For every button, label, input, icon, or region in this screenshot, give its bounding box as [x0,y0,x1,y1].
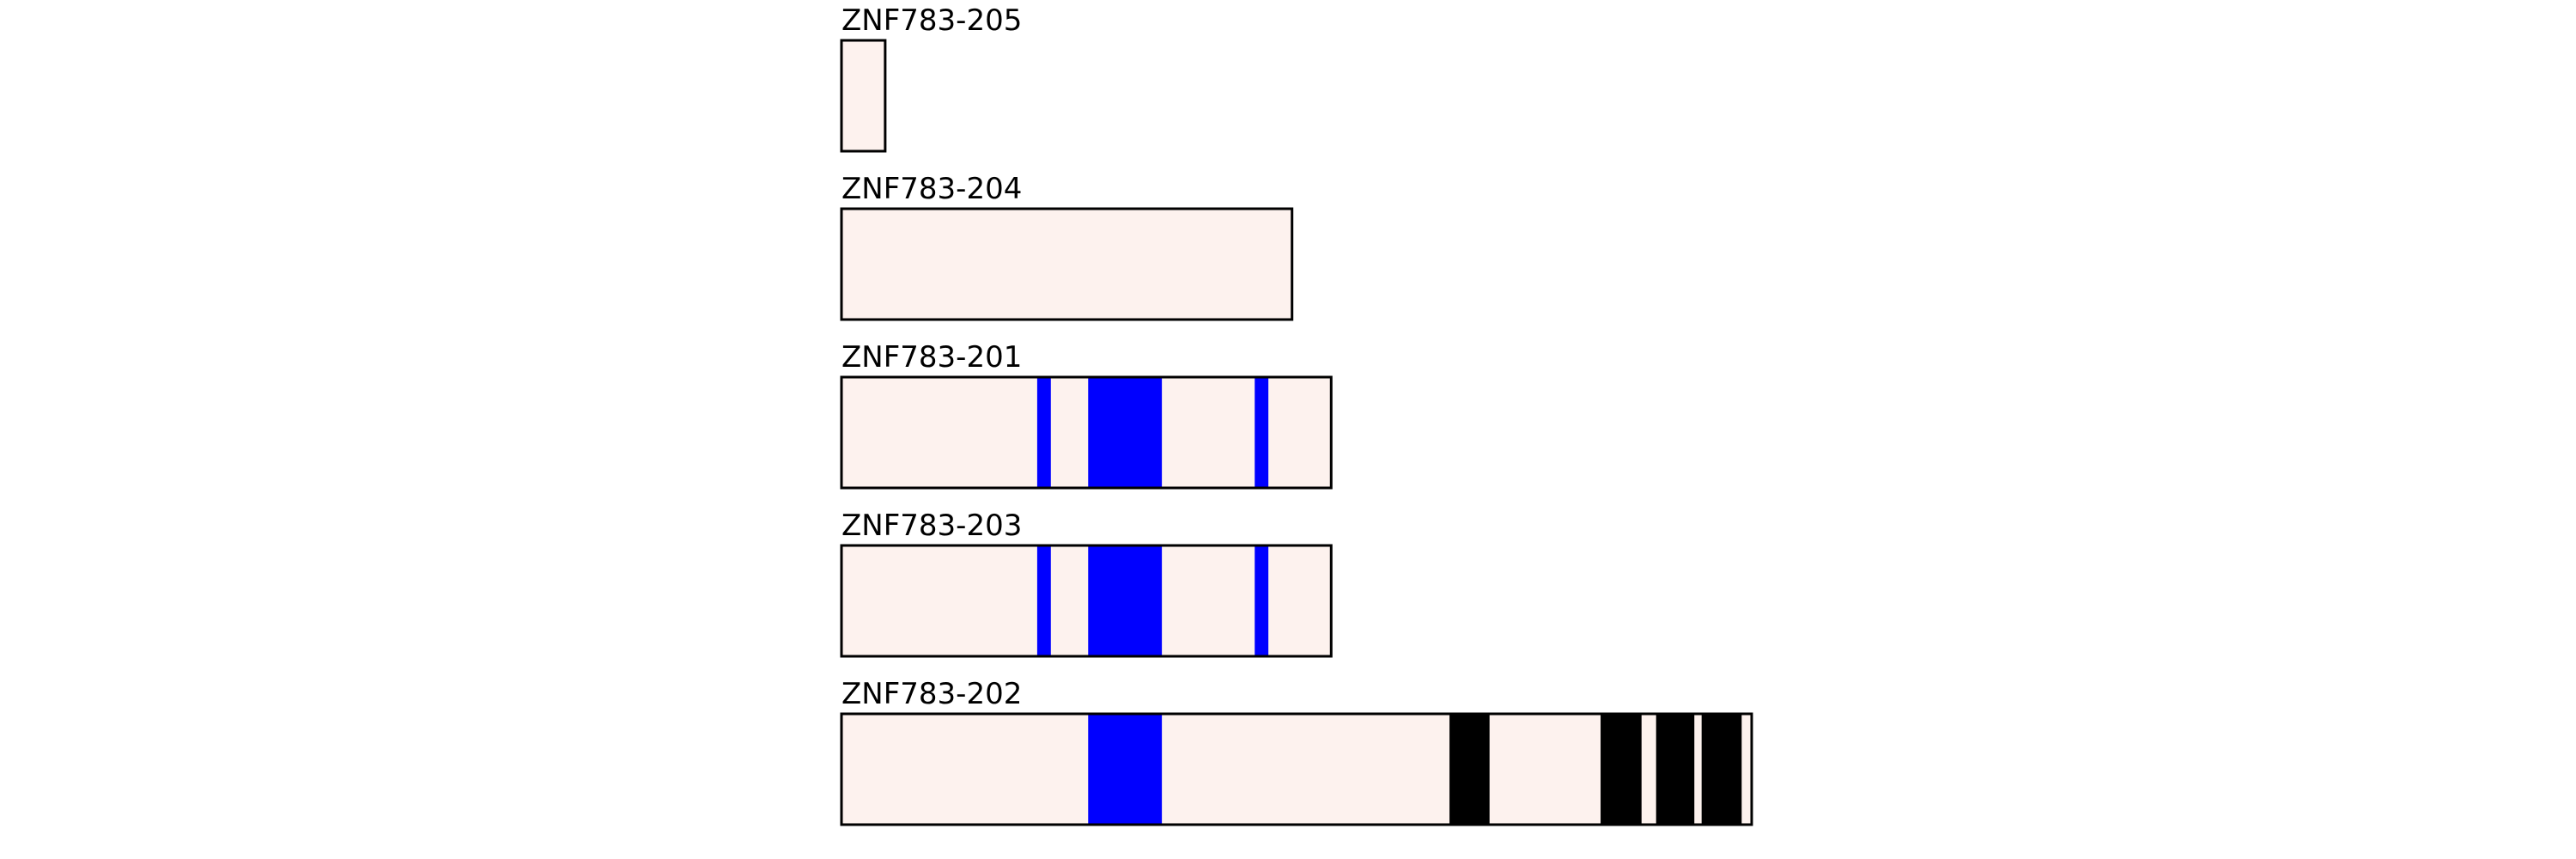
transcript-body [841,40,885,151]
blue-feature-block [1255,377,1269,488]
black-feature-block [1449,714,1490,825]
transcript-track: ZNF783-201 [840,340,1333,490]
transcript-label: ZNF783-202 [841,677,1022,711]
transcript-track: ZNF783-202 [840,677,1753,826]
transcript-body [841,714,1752,825]
transcript-outline [840,712,1753,826]
black-feature-block [1601,714,1642,825]
blue-feature-block [1036,377,1051,488]
transcript-outline [840,207,1294,321]
black-feature-block [1656,714,1695,825]
transcript-outline [840,375,1333,490]
transcript-tracks: ZNF783-205 ZNF783-204 ZNF783-201 ZNF783-203… [840,3,1753,826]
transcript-track: ZNF783-203 [840,509,1333,658]
blue-feature-block [1088,545,1163,656]
transcript-body [841,545,1332,656]
transcript-body [841,377,1332,488]
transcript-label: ZNF783-205 [841,3,1022,38]
transcript-track: ZNF783-205 [840,3,1022,153]
blue-feature-block [1088,714,1163,825]
transcript-label: ZNF783-201 [841,340,1022,375]
transcript-label: ZNF783-203 [841,509,1022,543]
transcript-label: ZNF783-204 [841,172,1022,206]
blue-feature-block [1036,545,1051,656]
transcript-outline [840,39,887,153]
transcript-body [841,209,1292,320]
blue-feature-block [1088,377,1163,488]
transcript-track: ZNF783-204 [840,172,1294,321]
blue-feature-block [1255,545,1269,656]
transcript-outline [840,544,1333,658]
black-feature-block [1701,714,1742,825]
